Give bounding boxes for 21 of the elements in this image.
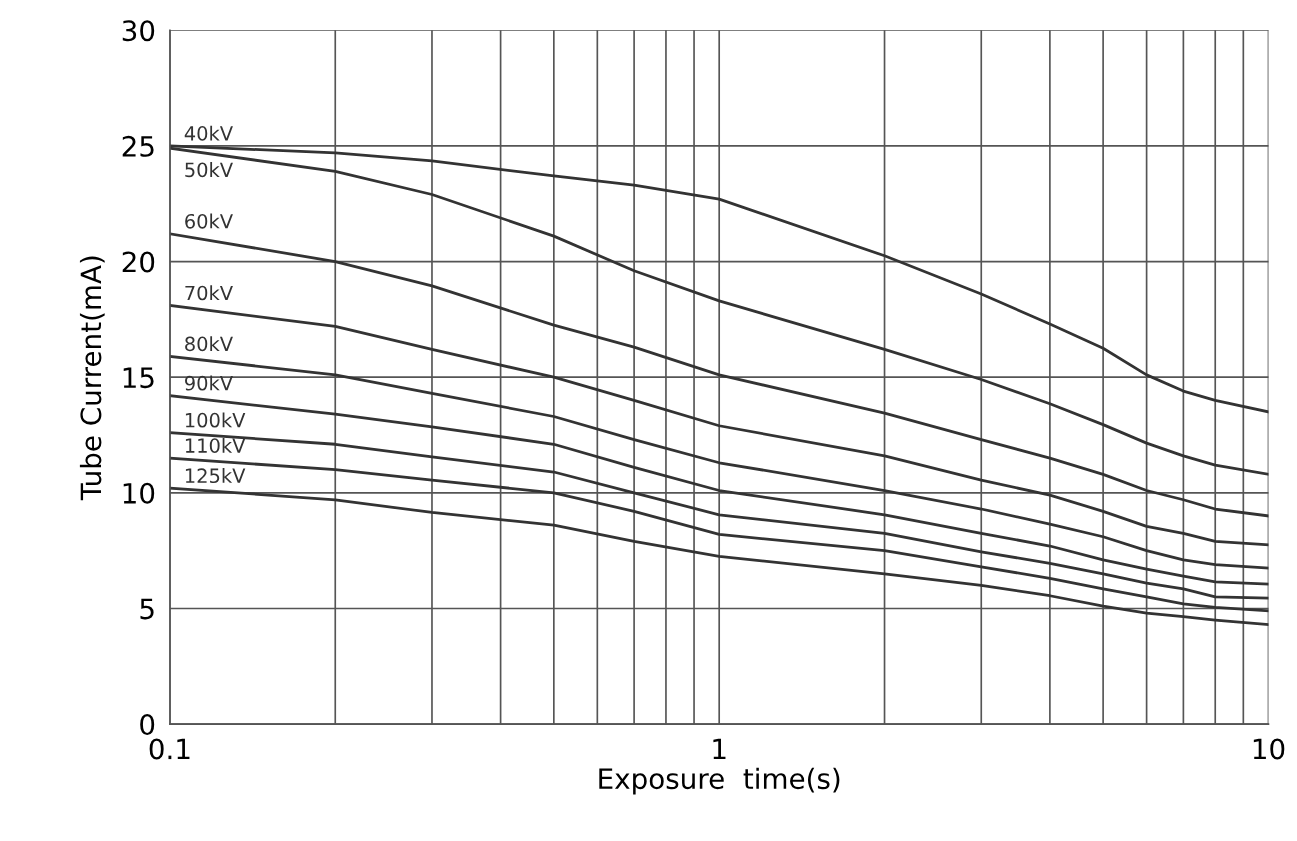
x-tick-label: 10 xyxy=(1253,738,1285,760)
series-label: 70kV xyxy=(185,285,233,301)
series-label: 50kV xyxy=(185,162,233,178)
y-tick-label: 15 xyxy=(123,367,154,389)
y-tick-label: 0 xyxy=(140,714,155,736)
y-tick-label: 10 xyxy=(123,482,155,504)
x-tick-label: 0.1 xyxy=(149,738,190,760)
x-axis-title: Exposure time(s) xyxy=(599,767,840,795)
series-label: 90kV xyxy=(185,375,233,391)
y-tick-label: 25 xyxy=(122,135,154,157)
series-label: 100kV xyxy=(185,412,246,428)
y-tick-label: 5 xyxy=(140,598,154,620)
series-label: 40kV xyxy=(184,125,233,141)
y-tick-label: 20 xyxy=(122,251,155,273)
x-tick-label: 1 xyxy=(713,738,726,760)
series-label: 110kV xyxy=(185,437,246,453)
series-label: 125kV xyxy=(185,467,246,484)
series-label: 60kV xyxy=(185,213,233,229)
y-tick-label: 30 xyxy=(122,20,155,42)
series-label: 80kV xyxy=(185,336,233,352)
y-axis-title: Tube Current(mA) xyxy=(79,256,105,501)
